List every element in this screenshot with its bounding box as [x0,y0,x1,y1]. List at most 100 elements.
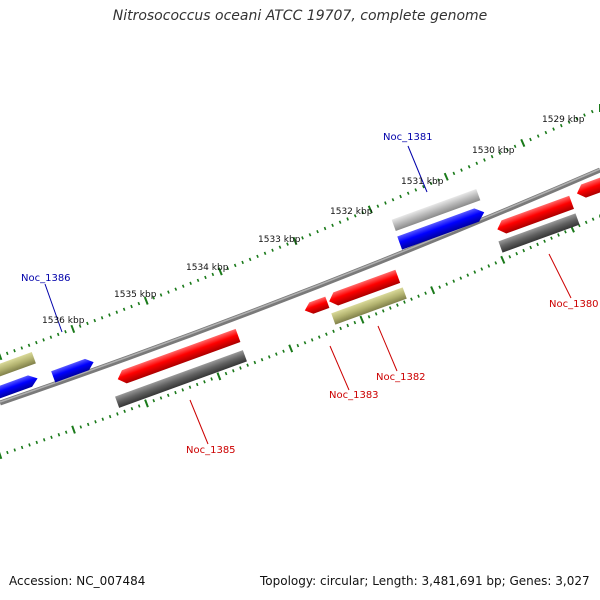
upper-track-minor-tick [64,330,67,334]
lower-track-minor-tick [86,422,90,427]
genome-summary-text: Topology: circular; Length: 3,481,691 bp… [260,574,590,588]
accession-text: Accession: NC_007484 [9,574,146,588]
lower-track-minor-tick [417,294,420,298]
upper-track-minor-tick [331,223,334,228]
upper-track-minor-tick [544,130,548,135]
lower-track-minor-tick [487,264,491,268]
upper-track-minor-tick [475,161,479,166]
gene-labels: Noc_1381 Noc_1386 Noc_1380 Noc_1382 Noc_… [21,132,599,456]
leader-line-noc1380 [548,253,572,299]
upper-track-minor-tick [35,340,38,345]
upper-track-minor-tick [406,191,410,195]
lower-track-minor-tick [35,440,39,445]
upper-track-minor-tick [452,171,456,176]
upper-track-minor-tick [174,287,178,291]
upper-track-minor-tick [575,116,579,121]
gene-label-noc1383[interactable]: Noc_1383 [329,390,379,401]
lower-track-minor-tick [260,358,264,362]
genome-backbone-highlight [0,168,600,403]
lower-track-minor-tick [374,312,378,316]
lower-track-minor-tick [28,443,31,447]
upper-track-minor-tick [590,109,594,114]
upper-track-minor-tick [399,194,402,199]
upper-track-minor-tick [130,304,133,309]
lower-track-major-tick [144,399,149,408]
upper-track-minor-tick [460,168,463,172]
lower-track-minor-tick [346,323,350,328]
lower-track-minor-tick [195,382,199,387]
lower-track-minor-tick [181,388,185,392]
upper-track-minor-tick [56,332,60,337]
gene-feature-noc1385-pseudo[interactable] [115,350,247,408]
gene-feature-noc1385[interactable] [115,328,241,386]
gene-label-noc1386[interactable]: Noc_1386 [21,273,71,284]
lower-track-minor-tick [332,329,335,333]
gene-feature-noc1382-rna[interactable] [331,287,407,325]
upper-track-minor-tick [346,217,349,221]
upper-track-minor-tick [323,226,327,231]
upper-track-minor-tick [100,316,104,320]
upper-track-major-tick [443,172,449,181]
lower-track-minor-tick [367,315,371,319]
gene-feature-noc1386[interactable] [51,356,96,383]
gene-feature-noc1382[interactable] [327,269,401,308]
upper-track-minor-tick [20,346,24,350]
upper-track-major-tick [520,138,526,148]
lower-track-minor-tick [116,412,119,416]
lower-track-minor-tick [522,248,526,253]
lower-track-minor-tick [152,399,156,403]
upper-track-minor-tick [429,181,433,186]
lower-track-minor-tick [466,273,470,277]
lower-track-minor-tick [591,217,595,221]
gene-features [0,171,600,408]
lower-track-minor-tick [381,309,385,313]
gene-feature-reverse-left[interactable] [0,373,40,408]
gene-feature-noc1381-pseudo[interactable] [391,188,481,232]
upper-track-minor-tick [93,318,97,323]
upper-track-minor-tick [108,313,111,317]
lower-track-minor-tick [253,360,257,365]
upper-track-minor-tick [122,307,126,311]
upper-track-minor-tick [384,201,387,205]
upper-track-minor-tick [490,154,494,159]
tick-label-1531: 1531 kbp [401,177,444,187]
lower-track-minor-tick [550,236,553,240]
lower-track-minor-tick [310,338,314,342]
lower-track-minor-tick [130,407,134,411]
gene-label-noc1385[interactable]: Noc_1385 [186,445,236,456]
upper-track-minor-tick [391,198,395,202]
upper-track-minor-tick [376,204,380,208]
lower-track-major-tick [500,255,506,264]
lower-track-minor-tick [396,303,399,307]
gene-label-noc1381[interactable]: Noc_1381 [383,132,433,143]
lower-track-minor-tick [473,270,477,274]
gene-feature-noc1380[interactable] [495,195,574,236]
upper-track-minor-tick [233,263,237,268]
upper-track-minor-tick [286,242,289,246]
lower-tick-track [0,214,600,460]
tick-labels: 1529 kbp 1530 kbp 1531 kbp 1532 kbp 1533… [42,115,585,326]
lower-track-minor-tick [166,393,170,397]
lower-track-minor-tick [108,414,112,419]
gene-label-noc1380[interactable]: Noc_1380 [549,299,599,310]
leader-line-noc1386 [44,283,63,333]
upper-track-major-tick [143,296,149,305]
gene-feature-noc1381[interactable] [397,206,486,250]
lower-track-minor-tick [275,352,278,356]
leader-line-noc1385 [189,399,209,445]
lower-track-major-tick [359,315,365,324]
lower-track-minor-tick [239,366,242,370]
upper-track-minor-tick [361,210,365,215]
lower-track-minor-tick [232,369,235,373]
gene-label-noc1382[interactable]: Noc_1382 [376,372,426,383]
gene-feature-rna-left[interactable] [0,352,36,386]
gene-feature-noc1380-pseudo[interactable] [498,213,580,253]
upper-track-minor-tick [552,127,555,131]
lower-track-minor-tick [101,417,105,421]
upper-track-minor-tick [483,158,486,162]
lower-track-minor-tick [267,355,271,359]
lower-track-minor-tick [459,276,463,280]
gene-feature-noc1383[interactable] [303,296,330,316]
lower-track-minor-tick [42,438,46,442]
